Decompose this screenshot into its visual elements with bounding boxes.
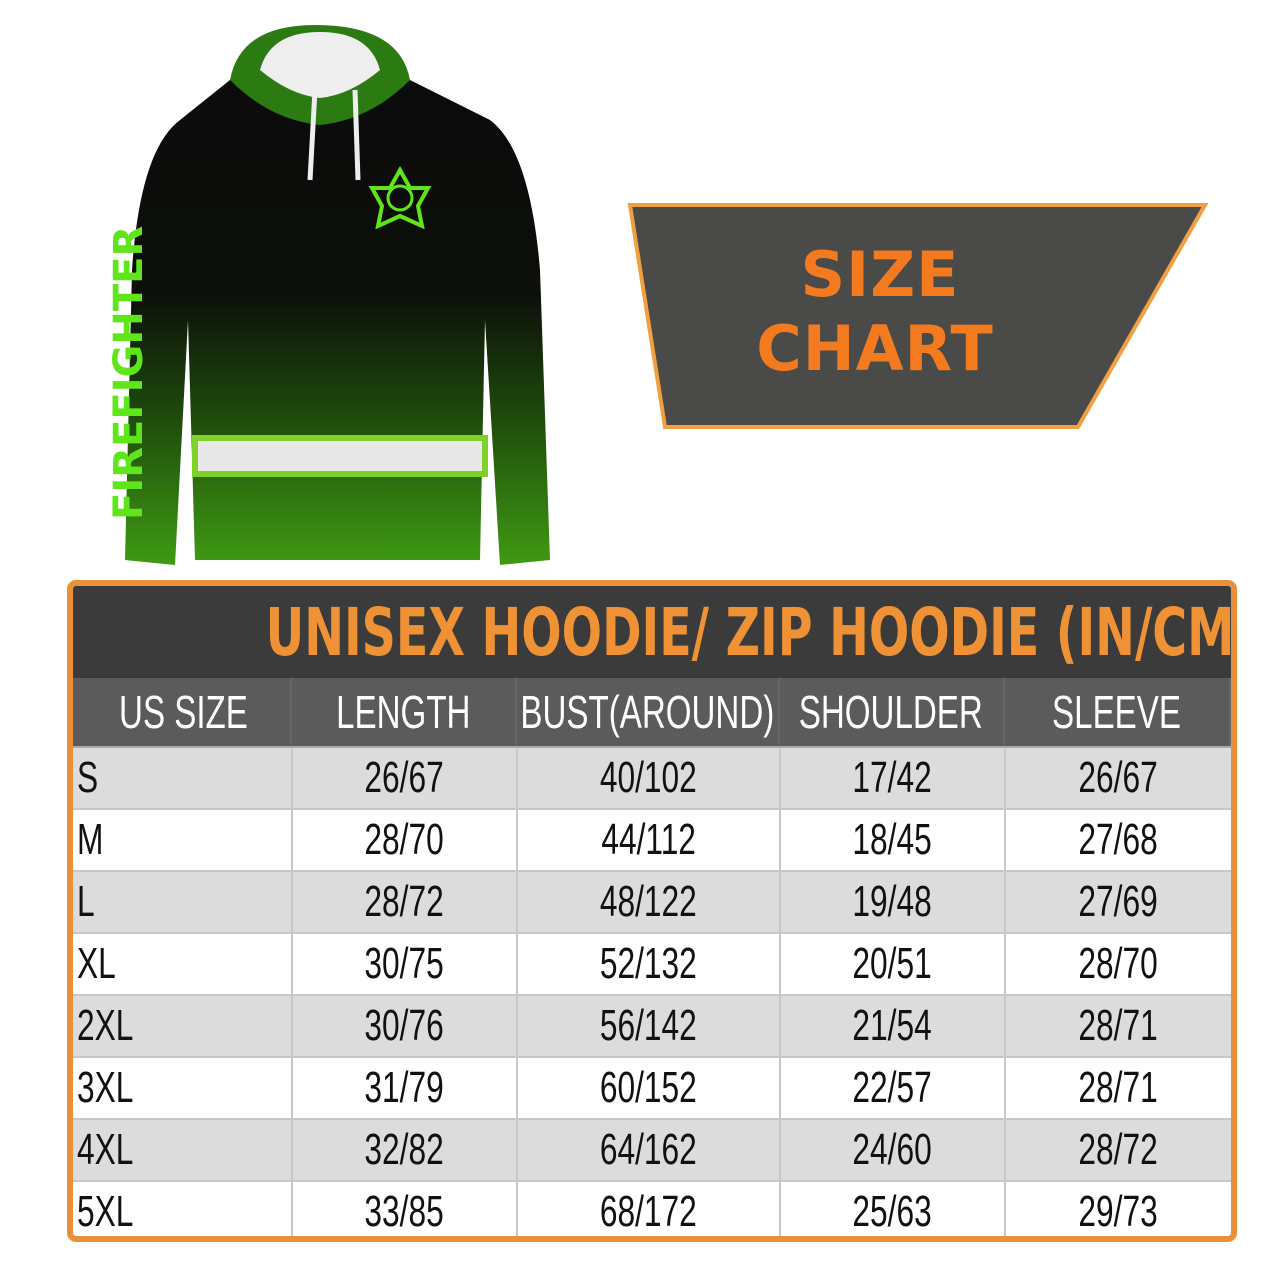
- banner-line-size: SIZE: [800, 238, 960, 311]
- cell-length: 30/76: [293, 996, 518, 1056]
- table-header-row: US SIZE LENGTH BUST(AROUND) SHOULDER SLE…: [73, 678, 1231, 748]
- cell-bust: 60/152: [518, 1058, 781, 1118]
- hood-lining: [260, 32, 380, 98]
- cell-size: 2XL: [73, 996, 293, 1056]
- cell-bust: 68/172: [518, 1182, 781, 1236]
- cell-sleeve: 26/67: [1078, 753, 1159, 802]
- size-table: UNISEX HOODIE/ ZIP HOODIE (IN/CM) US SIZ…: [67, 580, 1237, 1242]
- banner-line-chart: CHART: [756, 312, 994, 385]
- cell-length: 33/85: [293, 1182, 518, 1236]
- table-row: S 26/67 40/102 17/42 26/67: [73, 748, 1231, 810]
- cell-shoulder: 19/48: [781, 872, 1006, 932]
- table-row: 3XL 31/79 60/152 22/57 28/71: [73, 1058, 1231, 1120]
- cell-length: 26/67: [293, 748, 518, 808]
- cell-length: 30/75: [293, 934, 518, 994]
- header-length: LENGTH: [292, 678, 517, 746]
- cell-size: 4XL: [73, 1120, 293, 1180]
- cell-length: 28/70: [293, 810, 518, 870]
- cell-shoulder: 17/42: [781, 748, 1006, 808]
- cell-size: M: [73, 810, 293, 870]
- cell-sleeve: 29/73: [1078, 1187, 1159, 1236]
- cell-sleeve: 28/71: [1078, 1001, 1159, 1050]
- cell-bust: 44/112: [518, 810, 781, 870]
- table-row: L 28/72 48/122 19/48 27/69: [73, 872, 1231, 934]
- cell-sleeve: 28/70: [1078, 939, 1159, 988]
- cell-bust: 64/162: [518, 1120, 781, 1180]
- header-shoulder: SHOULDER: [780, 678, 1005, 746]
- cell-size: XL: [73, 934, 293, 994]
- reflective-stripe: [192, 435, 488, 477]
- table-title: UNISEX HOODIE/ ZIP HOODIE (IN/CM): [73, 586, 1231, 678]
- cell-sleeve: 27/68: [1078, 815, 1159, 864]
- cell-shoulder: 22/57: [781, 1058, 1006, 1118]
- cell-length: 31/79: [293, 1058, 518, 1118]
- cell-size: 3XL: [73, 1058, 293, 1118]
- cell-sleeve: 28/72: [1078, 1125, 1159, 1174]
- cell-size: 5XL: [73, 1182, 293, 1236]
- table-row: 4XL 32/82 64/162 24/60 28/72: [73, 1120, 1231, 1182]
- hoodie-image: FIREFIGHTER: [106, 25, 550, 565]
- table-row: 2XL 30/76 56/142 21/54 28/71: [73, 996, 1231, 1058]
- cell-shoulder: 21/54: [781, 996, 1006, 1056]
- size-chart-banner: [627, 203, 1209, 429]
- header-sleeve: SLEEVE: [1005, 678, 1231, 746]
- fire-dept-emblem-icon: [368, 165, 432, 230]
- cell-size: S: [73, 748, 293, 808]
- cell-length: 28/72: [293, 872, 518, 932]
- cell-shoulder: 20/51: [781, 934, 1006, 994]
- sleeve-print: FIREFIGHTER: [106, 226, 152, 520]
- cell-shoulder: 25/63: [781, 1182, 1006, 1236]
- table-row: XL 30/75 52/132 20/51 28/70: [73, 934, 1231, 996]
- cell-size: L: [73, 872, 293, 932]
- header-bust: BUST(AROUND): [517, 678, 780, 746]
- cell-length: 32/82: [293, 1120, 518, 1180]
- header-us-size: US SIZE: [73, 678, 293, 746]
- cell-shoulder: 18/45: [781, 810, 1006, 870]
- cell-bust: 48/122: [518, 872, 781, 932]
- table-row: M 28/70 44/112 18/45 27/68: [73, 810, 1231, 872]
- cell-shoulder: 24/60: [781, 1120, 1006, 1180]
- cell-sleeve: 27/69: [1078, 877, 1159, 926]
- table-row: 5XL 33/85 68/172 25/63 29/73: [73, 1182, 1231, 1236]
- cell-bust: 56/142: [518, 996, 781, 1056]
- hoodie-body: [125, 70, 550, 565]
- cell-sleeve: 28/71: [1078, 1063, 1159, 1112]
- cell-bust: 40/102: [518, 748, 781, 808]
- cell-bust: 52/132: [518, 934, 781, 994]
